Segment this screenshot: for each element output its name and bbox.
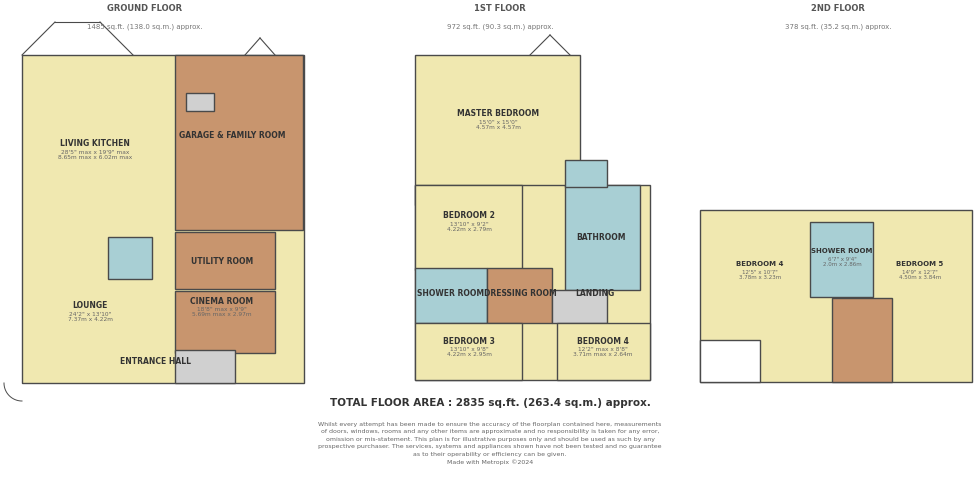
Bar	[22, 55, 304, 383]
Text: BATHROOM: BATHROOM	[576, 234, 626, 243]
Bar	[700, 210, 972, 382]
Bar	[175, 291, 275, 353]
Bar	[565, 160, 607, 187]
Text: UTILITY ROOM: UTILITY ROOM	[191, 256, 253, 266]
Text: LOUNGE: LOUNGE	[73, 302, 108, 310]
Text: 14'9" x 12'7"
4.50m x 3.84m: 14'9" x 12'7" 4.50m x 3.84m	[899, 270, 941, 280]
Text: 13'10" x 9'2"
4.22m x 2.79m: 13'10" x 9'2" 4.22m x 2.79m	[447, 221, 492, 232]
Text: LIVING KITCHEN: LIVING KITCHEN	[60, 140, 130, 149]
Text: BEDROOM 2: BEDROOM 2	[443, 212, 495, 220]
Bar	[700, 340, 760, 382]
Text: BEDROOM 4: BEDROOM 4	[577, 337, 629, 345]
Bar	[415, 55, 580, 205]
Bar	[557, 323, 650, 380]
Text: 15'0" x 15'0"
4.57m x 4.57m: 15'0" x 15'0" 4.57m x 4.57m	[475, 120, 520, 130]
Text: 13'10" x 9'8"
4.22m x 2.95m: 13'10" x 9'8" 4.22m x 2.95m	[447, 346, 492, 357]
Text: 6'7" x 9'4"
2.0m x 2.86m: 6'7" x 9'4" 2.0m x 2.86m	[822, 257, 861, 267]
Bar	[175, 350, 235, 383]
Bar	[415, 185, 522, 270]
Bar	[487, 268, 552, 323]
Text: 28'5" max x 19'9" max
8.65m max x 6.02m max: 28'5" max x 19'9" max 8.65m max x 6.02m …	[58, 150, 132, 160]
Text: TOTAL FLOOR AREA : 2835 sq.ft. (263.4 sq.m.) approx.: TOTAL FLOOR AREA : 2835 sq.ft. (263.4 sq…	[329, 398, 651, 408]
Text: GROUND FLOOR: GROUND FLOOR	[108, 4, 182, 13]
Bar	[175, 55, 303, 230]
Text: 1ST FLOOR: 1ST FLOOR	[474, 4, 526, 13]
Text: CINEMA ROOM: CINEMA ROOM	[190, 297, 254, 306]
Text: 972 sq.ft. (90.3 sq.m.) approx.: 972 sq.ft. (90.3 sq.m.) approx.	[447, 23, 554, 30]
Bar	[415, 185, 650, 380]
Text: BEDROOM 5: BEDROOM 5	[897, 261, 944, 267]
Bar	[108, 237, 152, 279]
Bar	[552, 290, 607, 323]
Text: 18'8" max x 9'9"
5.69m max x 2.97m: 18'8" max x 9'9" 5.69m max x 2.97m	[192, 307, 252, 317]
Bar	[832, 298, 892, 382]
Text: SHOWER ROOM: SHOWER ROOM	[417, 288, 484, 298]
Text: ENTRANCE HALL: ENTRANCE HALL	[120, 358, 190, 367]
Text: 12'2" max x 8'8"
3.71m max x 2.64m: 12'2" max x 8'8" 3.71m max x 2.64m	[573, 346, 633, 357]
Text: Whilst every attempt has been made to ensure the accuracy of the floorplan conta: Whilst every attempt has been made to en…	[318, 422, 662, 465]
Bar	[810, 222, 873, 297]
Text: DRESSING ROOM: DRESSING ROOM	[483, 288, 557, 298]
Bar	[186, 93, 214, 111]
Bar	[175, 232, 275, 289]
Text: BEDROOM 3: BEDROOM 3	[443, 337, 495, 345]
Text: LANDING: LANDING	[575, 288, 614, 298]
Text: MASTER BEDROOM: MASTER BEDROOM	[457, 110, 539, 119]
Bar	[415, 323, 522, 380]
Text: 2ND FLOOR: 2ND FLOOR	[811, 4, 865, 13]
Text: SHOWER ROOM: SHOWER ROOM	[811, 248, 872, 254]
Text: 12'5" x 10'7"
3.78m x 3.23m: 12'5" x 10'7" 3.78m x 3.23m	[739, 270, 781, 280]
Text: 1485 sq.ft. (138.0 sq.m.) approx.: 1485 sq.ft. (138.0 sq.m.) approx.	[87, 23, 203, 30]
Text: GARAGE & FAMILY ROOM: GARAGE & FAMILY ROOM	[178, 130, 285, 140]
Bar	[565, 185, 640, 290]
Text: 24'2" x 13'10"
7.37m x 4.22m: 24'2" x 13'10" 7.37m x 4.22m	[68, 311, 113, 322]
Text: BEDROOM 4: BEDROOM 4	[736, 261, 784, 267]
Text: 378 sq.ft. (35.2 sq.m.) approx.: 378 sq.ft. (35.2 sq.m.) approx.	[785, 23, 891, 30]
Bar	[415, 268, 487, 323]
